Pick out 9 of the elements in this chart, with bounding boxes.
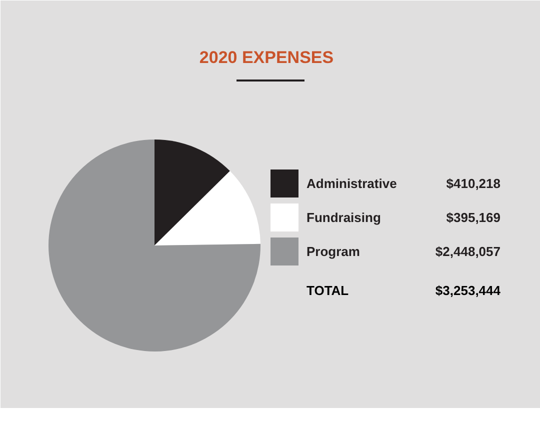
data-label: $395,169: [446, 210, 501, 225]
legend-label: Program: [306, 244, 360, 259]
chart-title: 2020 EXPENSES: [199, 48, 334, 67]
text: TOTAL: [306, 283, 349, 298]
data-label: $2,448,057: [435, 244, 501, 259]
text: $3,253,444: [435, 283, 502, 298]
legend-label: Fundraising: [306, 210, 381, 225]
legend-label: Administrative: [306, 176, 397, 191]
data-label: $410,218: [446, 176, 501, 191]
